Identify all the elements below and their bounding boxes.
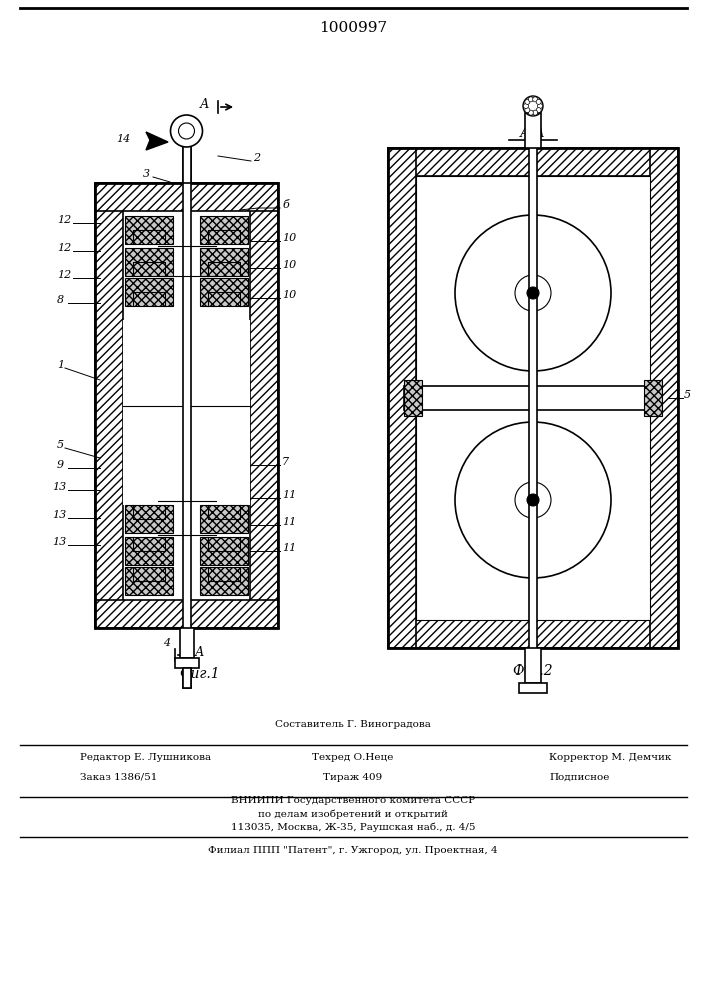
Text: 13: 13: [52, 510, 66, 520]
Text: 10: 10: [282, 260, 296, 270]
Bar: [125, 278, 173, 306]
Text: Подписное: Подписное: [550, 773, 610, 782]
Text: А: А: [195, 646, 204, 658]
Polygon shape: [146, 132, 168, 150]
Text: 11: 11: [282, 517, 296, 527]
Bar: [95, 183, 123, 628]
Bar: [388, 620, 678, 648]
Text: Техред О.Неце: Техред О.Неце: [312, 753, 394, 762]
Text: 10: 10: [282, 290, 296, 300]
Text: А: А: [199, 98, 209, 110]
Circle shape: [525, 108, 530, 113]
Bar: [200, 567, 248, 595]
Bar: [125, 248, 173, 276]
Bar: [95, 183, 278, 211]
Bar: [200, 216, 248, 244]
Bar: [182, 131, 190, 183]
Circle shape: [170, 115, 202, 147]
Circle shape: [523, 104, 529, 108]
Bar: [95, 183, 278, 628]
Bar: [182, 668, 190, 688]
Bar: [123, 320, 250, 505]
Text: 5: 5: [57, 440, 64, 450]
Bar: [125, 567, 173, 595]
Text: 2: 2: [253, 153, 260, 163]
Bar: [200, 278, 248, 306]
Text: по делам изобретений и открытий: по делам изобретений и открытий: [258, 810, 448, 819]
Text: 11: 11: [282, 490, 296, 500]
Text: 5: 5: [684, 390, 691, 400]
Text: 113035, Москва, Ж-35, Раушская наб., д. 4/5: 113035, Москва, Ж-35, Раушская наб., д. …: [230, 822, 475, 832]
Circle shape: [178, 123, 194, 139]
Text: 12: 12: [57, 270, 71, 280]
Bar: [175, 658, 199, 668]
Text: Фиг.2: Фиг.2: [513, 664, 554, 678]
Circle shape: [532, 97, 537, 102]
Bar: [200, 537, 248, 565]
Bar: [404, 386, 662, 410]
Bar: [388, 148, 678, 648]
Bar: [125, 216, 173, 244]
Bar: [125, 537, 173, 565]
Text: б: б: [282, 200, 288, 210]
Text: 12: 12: [57, 215, 71, 225]
Text: 11: 11: [282, 543, 296, 553]
Text: 7: 7: [282, 457, 289, 467]
Bar: [388, 148, 416, 648]
Bar: [644, 380, 662, 416]
Text: 1000997: 1000997: [319, 21, 387, 35]
Text: 14: 14: [116, 134, 130, 144]
Text: 13: 13: [52, 482, 66, 492]
Text: Корректор М. Демчик: Корректор М. Демчик: [549, 753, 671, 762]
Text: 1: 1: [57, 360, 64, 370]
Bar: [250, 183, 278, 628]
Text: 13: 13: [52, 537, 66, 547]
Circle shape: [528, 110, 533, 115]
Text: Составитель Г. Виноградова: Составитель Г. Виноградова: [275, 720, 431, 729]
Circle shape: [528, 97, 533, 102]
Text: 12: 12: [57, 243, 71, 253]
Circle shape: [527, 287, 539, 299]
Bar: [416, 176, 650, 620]
Circle shape: [455, 422, 611, 578]
Bar: [125, 505, 173, 533]
Circle shape: [515, 275, 551, 311]
Bar: [525, 113, 541, 148]
Text: Филиал ППП "Патент", г. Ужгород, ул. Проектная, 4: Филиал ППП "Патент", г. Ужгород, ул. Про…: [208, 846, 498, 855]
Text: 9: 9: [57, 460, 64, 470]
Text: ВНИИПИ Государственного комитета СССР: ВНИИПИ Государственного комитета СССР: [231, 796, 475, 805]
Circle shape: [537, 104, 542, 108]
Bar: [180, 628, 194, 658]
Circle shape: [532, 110, 537, 115]
Text: 8: 8: [57, 295, 64, 305]
Text: Заказ 1386/51: Заказ 1386/51: [80, 773, 158, 782]
Bar: [182, 123, 190, 688]
Circle shape: [455, 215, 611, 371]
Text: А-А: А-А: [520, 126, 546, 140]
Text: 3: 3: [143, 169, 150, 179]
Bar: [519, 683, 547, 693]
Text: 10: 10: [282, 233, 296, 243]
Bar: [388, 148, 678, 176]
Circle shape: [536, 99, 541, 104]
Bar: [200, 505, 248, 533]
Bar: [95, 600, 278, 628]
Circle shape: [525, 99, 530, 104]
Circle shape: [527, 494, 539, 506]
Text: 4: 4: [163, 638, 170, 648]
Bar: [200, 248, 248, 276]
Circle shape: [536, 108, 541, 113]
Text: Редактор Е. Лушникова: Редактор Е. Лушникова: [80, 753, 211, 762]
Bar: [525, 648, 541, 683]
Bar: [650, 148, 678, 648]
Text: Тираж 409: Тираж 409: [323, 773, 382, 782]
Bar: [404, 380, 422, 416]
Bar: [529, 113, 537, 688]
Text: Фиг.1: Фиг.1: [180, 667, 221, 681]
Circle shape: [515, 482, 551, 518]
